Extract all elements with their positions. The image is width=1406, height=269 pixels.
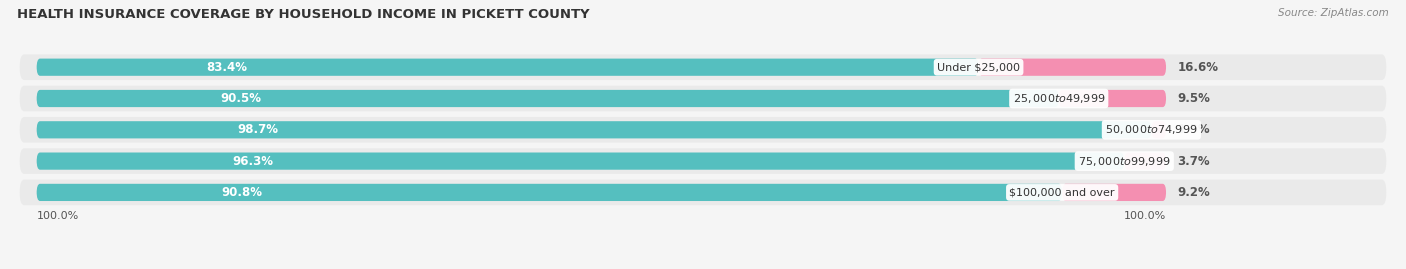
Text: Source: ZipAtlas.com: Source: ZipAtlas.com: [1278, 8, 1389, 18]
Text: Under $25,000: Under $25,000: [936, 62, 1021, 72]
FancyBboxPatch shape: [20, 180, 1386, 205]
FancyBboxPatch shape: [37, 59, 979, 76]
FancyBboxPatch shape: [979, 59, 1166, 76]
Text: 9.2%: 9.2%: [1177, 186, 1211, 199]
Text: 16.6%: 16.6%: [1177, 61, 1219, 74]
Text: 100.0%: 100.0%: [1123, 211, 1166, 221]
FancyBboxPatch shape: [20, 54, 1386, 80]
Text: 96.3%: 96.3%: [232, 155, 273, 168]
Text: $25,000 to $49,999: $25,000 to $49,999: [1012, 92, 1105, 105]
FancyBboxPatch shape: [20, 148, 1386, 174]
Text: 100.0%: 100.0%: [37, 211, 79, 221]
Text: 90.5%: 90.5%: [221, 92, 262, 105]
FancyBboxPatch shape: [37, 184, 1062, 201]
FancyBboxPatch shape: [1059, 90, 1166, 107]
Text: 3.7%: 3.7%: [1177, 155, 1211, 168]
FancyBboxPatch shape: [1152, 121, 1166, 139]
FancyBboxPatch shape: [20, 117, 1386, 143]
Text: $100,000 and over: $100,000 and over: [1010, 187, 1115, 197]
FancyBboxPatch shape: [1062, 184, 1166, 201]
FancyBboxPatch shape: [37, 90, 1059, 107]
FancyBboxPatch shape: [1125, 153, 1166, 170]
Text: $75,000 to $99,999: $75,000 to $99,999: [1078, 155, 1171, 168]
FancyBboxPatch shape: [20, 86, 1386, 111]
FancyBboxPatch shape: [37, 121, 1152, 139]
Text: 90.8%: 90.8%: [221, 186, 263, 199]
Text: 83.4%: 83.4%: [207, 61, 247, 74]
Text: 9.5%: 9.5%: [1177, 92, 1211, 105]
FancyBboxPatch shape: [37, 153, 1125, 170]
Text: 98.7%: 98.7%: [238, 123, 278, 136]
Text: 1.3%: 1.3%: [1177, 123, 1211, 136]
Text: HEALTH INSURANCE COVERAGE BY HOUSEHOLD INCOME IN PICKETT COUNTY: HEALTH INSURANCE COVERAGE BY HOUSEHOLD I…: [17, 8, 589, 21]
Text: $50,000 to $74,999: $50,000 to $74,999: [1105, 123, 1198, 136]
